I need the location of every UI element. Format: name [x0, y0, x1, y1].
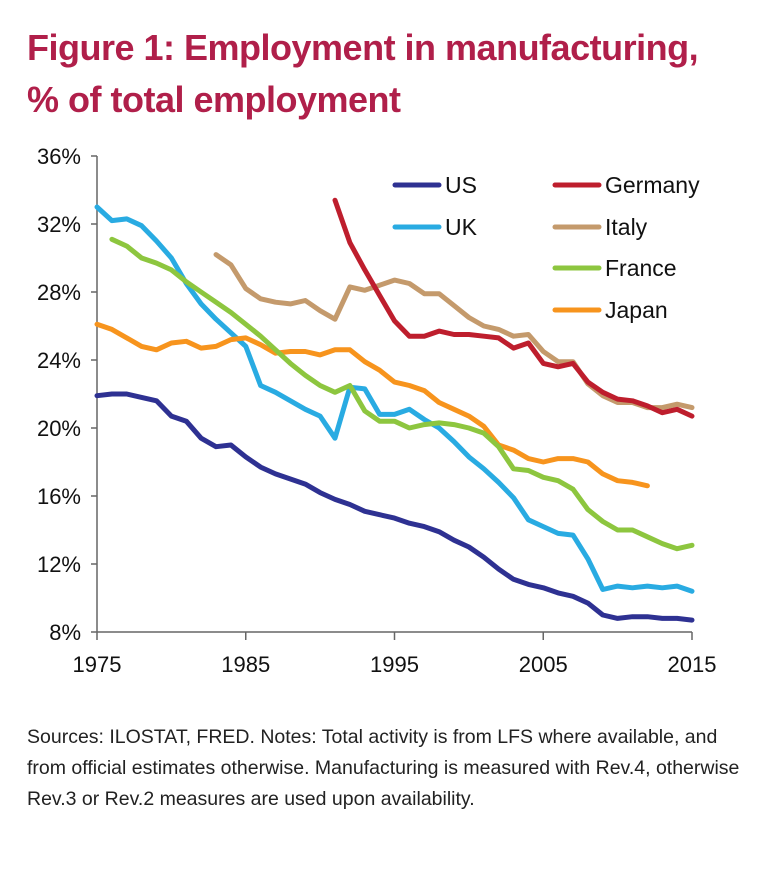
- series-line-france: [109, 236, 695, 552]
- legend-item-us: US: [392, 172, 477, 198]
- legend-label: US: [445, 172, 477, 198]
- legend-label: Italy: [605, 214, 648, 240]
- x-tick-label: 1985: [221, 652, 270, 677]
- y-tick-label: 24%: [37, 348, 81, 373]
- figure-title: Figure 1: Employment in manufacturing, %…: [27, 22, 767, 126]
- series-line-uk: [94, 204, 695, 594]
- y-tick-label: 28%: [37, 280, 81, 305]
- y-tick-label: 8%: [49, 620, 81, 645]
- legend-item-japan: Japan: [552, 297, 668, 323]
- figure-title-line-2: % of total employment: [27, 79, 401, 120]
- y-tick-label: 36%: [37, 144, 81, 169]
- legend-label: France: [605, 255, 677, 281]
- series-line-us: [94, 391, 695, 623]
- legend-label: UK: [445, 214, 478, 240]
- line-chart: 8% 12% 16% 20% 24% 28% 32% 36% 1975 1985 1995 2005 2…: [37, 144, 717, 677]
- series-line-japan: [94, 321, 650, 489]
- legend-item-france: France: [552, 255, 677, 281]
- x-tick-label: 1975: [73, 652, 122, 677]
- legend-label: Japan: [605, 297, 668, 323]
- series-line-italy: [213, 252, 695, 411]
- legend: US UK Germany Italy France Japan: [392, 172, 700, 323]
- x-tick-label: 1995: [370, 652, 419, 677]
- series-line-germany: [332, 197, 695, 419]
- figure-title-line-1: Figure 1: Employment in manufacturing,: [27, 27, 699, 68]
- series-layer: [94, 197, 695, 623]
- legend-item-germany: Germany: [552, 172, 700, 198]
- axes: 8% 12% 16% 20% 24% 28% 32% 36% 1975 1985 1995 2005 2…: [37, 144, 717, 677]
- y-tick-label: 20%: [37, 416, 81, 441]
- legend-label: Germany: [605, 172, 700, 198]
- y-tick-label: 32%: [37, 212, 81, 237]
- x-tick-label: 2005: [519, 652, 568, 677]
- source-notes: Sources: ILOSTAT, FRED. Notes: Total act…: [27, 726, 740, 810]
- x-tick-label: 2015: [668, 652, 717, 677]
- y-tick-label: 12%: [37, 552, 81, 577]
- legend-item-italy: Italy: [552, 214, 648, 240]
- legend-item-uk: UK: [392, 214, 478, 240]
- y-tick-label: 16%: [37, 484, 81, 509]
